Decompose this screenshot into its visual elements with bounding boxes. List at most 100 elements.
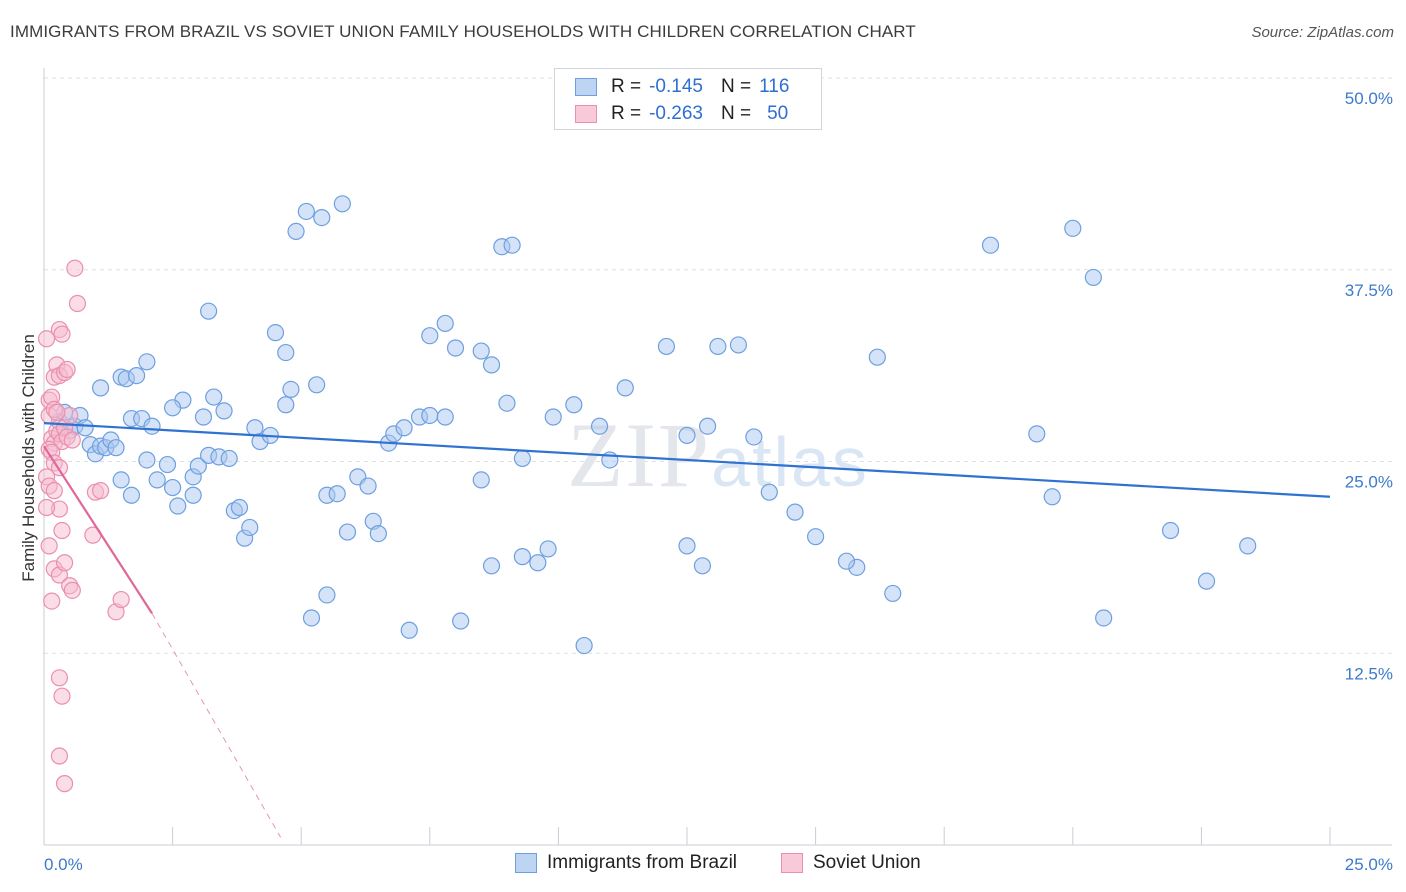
brazil-point xyxy=(657,337,676,356)
brazil-point xyxy=(164,478,182,497)
brazil-point xyxy=(616,379,634,397)
chart-title: IMMIGRANTS FROM BRAZIL VS SOVIET UNION F… xyxy=(10,22,916,41)
brazil-point xyxy=(138,451,156,469)
series-label-soviet: Soviet Union xyxy=(813,852,921,873)
brazil-point xyxy=(1197,572,1216,590)
brazil-point xyxy=(189,457,207,475)
series-soviet-points xyxy=(37,259,130,793)
soviet-point xyxy=(63,581,81,599)
brazil-point xyxy=(884,584,902,603)
brazil-point xyxy=(1095,609,1113,627)
legend-swatch-soviet xyxy=(575,105,597,123)
brazil-point xyxy=(122,486,141,504)
brazil-point xyxy=(482,356,501,374)
brazil-point xyxy=(513,449,531,468)
soviet-point xyxy=(55,554,74,572)
x-tick-label: 0.0% xyxy=(44,855,83,874)
brazil-point xyxy=(220,449,238,468)
brazil-point xyxy=(112,471,130,489)
brazil-point xyxy=(158,455,177,474)
brazil-point xyxy=(539,540,557,558)
axes xyxy=(43,68,1392,846)
brazil-point xyxy=(1064,219,1082,237)
brazil-point xyxy=(709,337,727,356)
brazil-point xyxy=(1043,488,1061,506)
grid-lines xyxy=(44,77,1392,654)
soviet-point xyxy=(50,669,69,687)
brazil-point xyxy=(482,557,501,575)
brazil-point xyxy=(184,486,202,504)
brazil-point xyxy=(678,426,696,445)
brazil-point xyxy=(760,483,778,501)
soviet-point xyxy=(91,482,110,500)
series-legend-soviet[interactable]: Soviet Union xyxy=(781,852,921,874)
brazil-point xyxy=(143,417,161,435)
brazil-point xyxy=(1028,425,1046,443)
soviet-point xyxy=(66,259,84,277)
brazil-point xyxy=(200,302,218,320)
brazil-point xyxy=(164,399,182,417)
brazil-point xyxy=(395,419,413,437)
soviet-point xyxy=(48,403,66,422)
brazil-point xyxy=(215,402,233,420)
brazil-point xyxy=(400,621,418,639)
brazil-point xyxy=(107,439,125,457)
brazil-point xyxy=(544,408,562,426)
soviet-point xyxy=(68,294,87,313)
brazil-point xyxy=(127,366,146,385)
brazil-point xyxy=(241,518,259,537)
brazil-point xyxy=(91,379,110,397)
brazil-point xyxy=(1239,537,1257,555)
brazil-point xyxy=(981,236,1000,254)
brazil-point xyxy=(446,339,465,357)
brazil-point xyxy=(148,471,166,489)
soviet-point xyxy=(43,592,61,610)
brazil-point xyxy=(297,202,315,221)
brazil-point xyxy=(565,396,583,414)
stats-legend: R = -0.145 N = 116 R = -0.263 N = 50 xyxy=(554,68,822,130)
soviet-point xyxy=(55,775,74,793)
legend-row-soviet: R = -0.263 N = 50 xyxy=(575,102,788,126)
brazil-point xyxy=(452,612,470,630)
series-label-brazil: Immigrants from Brazil xyxy=(547,852,738,873)
legend-n-value: 116 xyxy=(759,76,790,97)
brazil-point xyxy=(328,485,346,503)
brazil-point xyxy=(529,554,547,572)
brazil-point xyxy=(806,528,825,546)
brazil-point xyxy=(338,523,357,541)
x-tick-label: 25.0% xyxy=(1345,855,1393,874)
brazil-point xyxy=(1161,521,1180,540)
brazil-point xyxy=(76,419,94,437)
brazil-point xyxy=(513,548,531,566)
trend-line-brazil xyxy=(43,422,1331,498)
brazil-point xyxy=(698,417,717,435)
legend-n-label: N = xyxy=(720,76,752,97)
brazil-point xyxy=(436,314,454,333)
legend-n-value: 50 xyxy=(767,103,789,124)
brazil-point xyxy=(575,636,593,655)
brazil-point xyxy=(266,324,285,342)
soviet-point xyxy=(112,590,130,609)
brazil-point xyxy=(333,195,351,213)
brazil-point xyxy=(369,524,387,543)
brazil-point xyxy=(436,408,454,426)
y-tick-label: 12.5% xyxy=(1345,664,1393,683)
soviet-point xyxy=(58,360,76,379)
series-legend-brazil[interactable]: Immigrants from Brazil xyxy=(515,852,737,874)
brazil-point xyxy=(302,609,321,627)
soviet-point xyxy=(53,325,71,343)
soviet-point xyxy=(37,330,56,348)
brazil-point xyxy=(472,471,490,489)
soviet-point xyxy=(37,498,56,517)
trend-line-soviet-extension xyxy=(151,613,282,838)
trend-lines xyxy=(43,422,1331,838)
brazil-point xyxy=(169,497,187,515)
brazil-point xyxy=(745,428,763,446)
soviet-point xyxy=(40,537,58,555)
brazil-point xyxy=(498,394,516,412)
brazil-point xyxy=(678,537,696,555)
brazil-point xyxy=(693,557,712,575)
legend-r-value: -0.263 xyxy=(649,103,703,124)
brazil-point xyxy=(472,342,490,360)
